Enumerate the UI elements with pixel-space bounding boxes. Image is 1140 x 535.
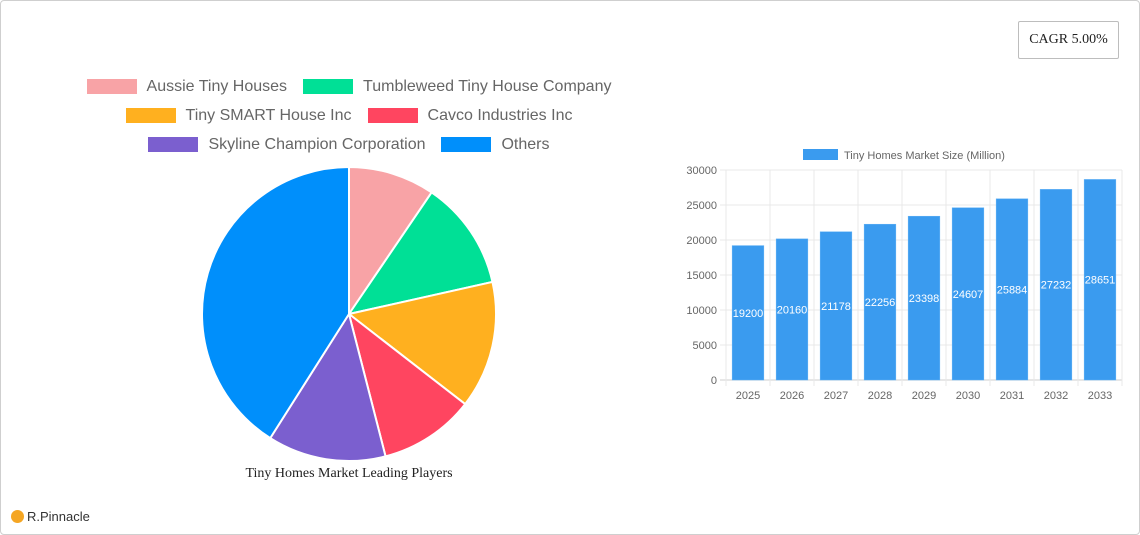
legend-swatch — [125, 108, 176, 123]
bar-value-label: 21178 — [821, 301, 851, 313]
legend-swatch — [303, 79, 354, 94]
pie-slice[interactable] — [347, 311, 467, 458]
bar-chart: Tiny Homes Market Size (Million) 0 5000 100… — [686, 149, 1123, 402]
bar[interactable] — [819, 231, 853, 381]
legend-item-tiny-smart[interactable]: Tiny SMART House Inc — [125, 107, 352, 125]
y-tick-label: 15000 — [686, 270, 717, 282]
bar-value-label: 25884 — [997, 284, 1028, 296]
x-tick-label: 2030 — [956, 390, 980, 402]
bar-legend-swatch — [803, 149, 838, 160]
y-tick-label: 10000 — [686, 305, 717, 317]
y-tick-label: 20000 — [686, 235, 717, 247]
bar[interactable] — [1083, 179, 1117, 381]
bar-value-label: 27232 — [1041, 280, 1072, 292]
bar-value-label: 23398 — [909, 293, 940, 305]
bar[interactable] — [907, 215, 941, 381]
bar[interactable] — [995, 198, 1029, 381]
y-tick-label: 30000 — [686, 165, 717, 177]
legend-item-others[interactable]: Others — [441, 136, 550, 154]
bar[interactable] — [863, 223, 897, 381]
legend-swatch — [86, 79, 137, 94]
bar-value-label: 28651 — [1085, 275, 1116, 287]
bar[interactable] — [951, 207, 985, 381]
bar-legend-label[interactable]: Tiny Homes Market Size (Million) — [844, 150, 1005, 162]
pinnacle-logo-icon — [11, 510, 24, 523]
legend-item-aussie[interactable]: Aussie Tiny Houses — [86, 78, 287, 96]
legend-swatch — [148, 137, 199, 152]
x-tick-label: 2026 — [780, 390, 804, 402]
pie-slice[interactable] — [201, 165, 350, 440]
bar[interactable] — [775, 238, 809, 381]
pie-legend: Aussie Tiny Houses Tumbleweed Tiny House… — [60, 72, 638, 159]
bar[interactable] — [731, 245, 765, 381]
bar[interactable] — [1039, 189, 1073, 381]
x-tick-label: 2028 — [868, 390, 892, 402]
pie-chart-title: Tiny Homes Market Leading Players — [245, 466, 453, 481]
y-tick-label: 25000 — [686, 200, 717, 212]
legend-swatch — [441, 137, 492, 152]
bar-value-label: 19200 — [733, 308, 764, 320]
x-tick-label: 2033 — [1088, 390, 1112, 402]
pie-slice[interactable] — [348, 165, 434, 318]
legend-item-cavco[interactable]: Cavco Industries Inc — [367, 107, 572, 125]
x-tick-label: 2032 — [1044, 390, 1068, 402]
pie-slice[interactable] — [346, 280, 497, 406]
bar-value-label: 20160 — [777, 304, 808, 316]
cagr-badge: CAGR 5.00% — [1018, 21, 1119, 59]
legend-item-tumbleweed[interactable]: Tumbleweed Tiny House Company — [303, 78, 611, 96]
pie-chart — [201, 165, 497, 462]
x-tick-label: 2029 — [912, 390, 936, 402]
pie-slice[interactable] — [268, 311, 387, 462]
pie-slice[interactable] — [346, 191, 494, 316]
bar-value-label: 24607 — [953, 289, 984, 301]
x-tick-label: 2027 — [824, 390, 848, 402]
legend-item-skyline[interactable]: Skyline Champion Corporation — [148, 136, 425, 154]
legend-swatch — [367, 108, 418, 123]
brand-logo: R.Pinnacle — [11, 509, 90, 524]
y-tick-label: 0 — [711, 375, 717, 387]
x-tick-label: 2025 — [736, 390, 760, 402]
bar-value-label: 22256 — [865, 297, 896, 309]
y-tick-label: 5000 — [693, 340, 717, 352]
x-tick-label: 2031 — [1000, 390, 1024, 402]
